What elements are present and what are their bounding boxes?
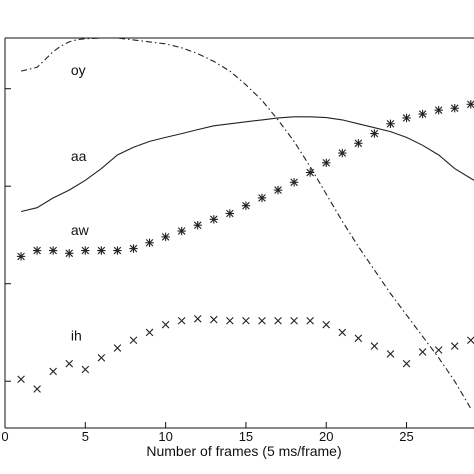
- point-ih-13: [226, 316, 234, 325]
- y-axis-ticks: [5, 88, 11, 382]
- point-aw-7: [129, 244, 138, 253]
- x-axis-ticks: 0 5 10 15 20 25: [1, 422, 414, 444]
- point-aw-8: [145, 238, 154, 247]
- point-ih-9: [161, 320, 170, 329]
- point-ih-4: [81, 365, 90, 374]
- point-ih-15: [258, 316, 266, 325]
- point-aw-12: [209, 215, 219, 224]
- point-ih-1: [33, 385, 41, 393]
- point-aw-3: [65, 249, 74, 258]
- point-aw-14: [241, 201, 251, 210]
- point-aw-24: [402, 113, 411, 123]
- point-ih-14: [242, 316, 250, 325]
- point-aw-19: [322, 158, 331, 167]
- point-ih-8: [145, 328, 154, 337]
- point-ih-6: [113, 344, 122, 352]
- point-ih-20: [338, 328, 347, 337]
- point-ih-10: [177, 316, 186, 325]
- series-layer: [16, 38, 474, 409]
- x-tick-label-2: 10: [158, 429, 172, 444]
- x-axis-title: Number of frames (5 ms/frame): [146, 443, 341, 459]
- point-aw-21: [354, 139, 363, 148]
- point-ih-25: [418, 348, 427, 356]
- series-aa: [20, 116, 474, 213]
- point-ih-23: [386, 350, 395, 358]
- point-ih-2: [49, 367, 57, 376]
- x-tick-label-0: 0: [1, 429, 8, 444]
- point-aw-23: [386, 119, 395, 128]
- point-aw-15: [257, 193, 267, 203]
- point-aw-17: [289, 178, 299, 187]
- point-aw-5: [97, 246, 106, 255]
- point-aw-20: [338, 148, 347, 158]
- point-ih-7: [129, 336, 138, 345]
- point-aw-10: [177, 226, 186, 236]
- series-labels: oy aa aw ih: [71, 62, 90, 343]
- point-aw-4: [81, 246, 90, 255]
- x-tick-label-1: 5: [82, 429, 89, 444]
- series-aw: [16, 100, 474, 261]
- point-aw-13: [225, 209, 235, 218]
- point-ih-21: [354, 334, 363, 343]
- point-ih-16: [274, 316, 282, 325]
- x-tick-label-5: 25: [399, 429, 413, 444]
- point-ih-11: [193, 315, 202, 323]
- point-ih-19: [322, 320, 331, 329]
- point-ih-18: [306, 316, 314, 325]
- x-tick-label-3: 15: [239, 429, 253, 444]
- point-aw-6: [113, 246, 122, 255]
- series-label-ih: ih: [71, 327, 82, 343]
- series-label-aa: aa: [71, 148, 87, 164]
- x-tick-label-4: 20: [319, 429, 333, 444]
- point-aw-2: [48, 246, 58, 255]
- point-ih-0: [17, 375, 25, 384]
- series-label-oy: oy: [71, 62, 86, 78]
- series-ih: [17, 315, 474, 393]
- point-ih-27: [450, 342, 459, 350]
- point-aw-1: [32, 246, 42, 255]
- point-aw-18: [305, 168, 315, 177]
- point-aw-0: [16, 252, 26, 261]
- point-ih-3: [65, 359, 74, 368]
- point-ih-26: [434, 346, 443, 354]
- series-line-oy: [20, 38, 472, 409]
- point-aw-9: [161, 232, 170, 242]
- point-ih-12: [210, 315, 218, 324]
- point-aw-22: [370, 129, 379, 138]
- point-ih-22: [370, 342, 379, 350]
- point-ih-24: [402, 359, 411, 368]
- series-line-aa: [20, 116, 474, 213]
- point-aw-25: [418, 109, 427, 119]
- point-aw-26: [434, 105, 443, 115]
- point-ih-28: [466, 336, 474, 345]
- point-aw-16: [273, 185, 283, 195]
- point-aw-27: [450, 104, 459, 113]
- point-ih-5: [97, 354, 106, 362]
- point-ih-17: [290, 316, 298, 325]
- point-aw-11: [193, 221, 202, 230]
- series-label-aw: aw: [71, 222, 90, 238]
- point-aw-28: [466, 100, 474, 109]
- series-oy: [20, 38, 472, 409]
